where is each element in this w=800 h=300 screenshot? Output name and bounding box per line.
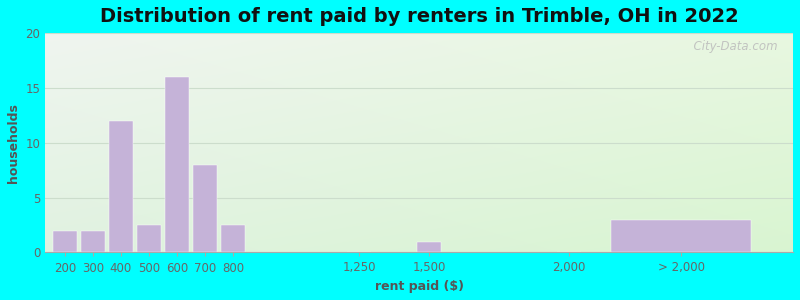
Bar [611, 220, 751, 253]
Bar [53, 230, 77, 253]
Bar [137, 225, 161, 253]
Bar [193, 165, 217, 253]
Title: Distribution of rent paid by renters in Trimble, OH in 2022: Distribution of rent paid by renters in … [100, 7, 738, 26]
Text: City-Data.com: City-Data.com [686, 40, 778, 52]
X-axis label: rent paid ($): rent paid ($) [374, 280, 464, 293]
Bar [165, 77, 189, 253]
Bar [417, 242, 441, 253]
Y-axis label: households: households [7, 103, 20, 183]
Bar [81, 230, 105, 253]
Bar [221, 225, 245, 253]
Bar [109, 121, 133, 253]
